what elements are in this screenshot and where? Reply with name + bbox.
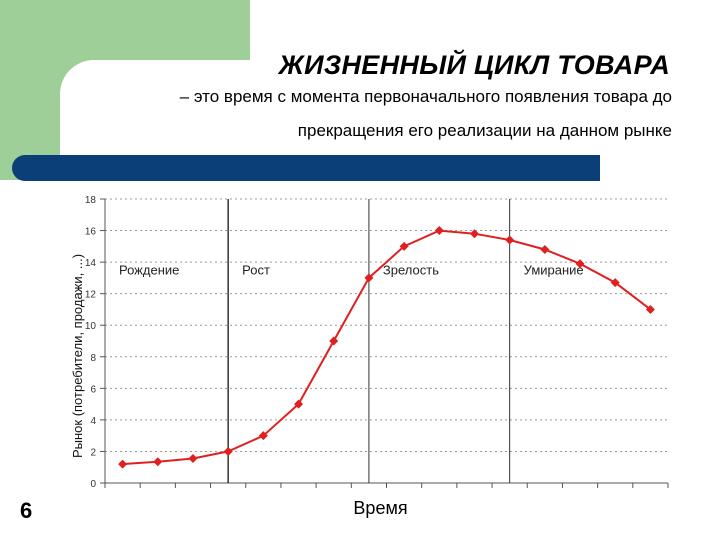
stage-label: Рост [242,263,270,278]
slide-subtitle-line1: – это время с момента первоначального по… [179,87,672,106]
data-point [153,457,163,467]
y-tick-label: 18 [85,195,97,206]
stage-label: Зрелость [383,263,439,278]
y-tick-label: 8 [90,353,96,364]
x-axis-label: Время [353,498,407,518]
data-point [540,244,550,254]
decor-blue-bar-body [60,155,600,181]
y-tick-label: 14 [85,258,97,269]
data-point [505,235,515,245]
data-point [645,304,655,314]
slide-number: 6 [20,498,33,523]
y-tick-label: 12 [85,290,97,301]
y-tick-label: 10 [85,321,97,332]
data-point [258,431,268,441]
series-line [122,229,652,466]
slide-subtitle-line2: прекращения его реализации на данном рын… [297,121,672,140]
data-point [188,454,198,464]
stage-label: Рождение [119,263,179,278]
y-tick-label: 2 [90,447,96,458]
data-point [364,273,374,283]
data-point [294,399,304,409]
data-point [434,226,444,236]
data-point [575,259,585,269]
slide-title: ЖИЗНЕННЫЙ ЦИКЛ ТОВАРА [278,50,670,80]
data-point [118,459,128,469]
data-point [399,241,409,251]
data-point [610,278,620,288]
stage-label: Умирание [524,263,584,278]
data-point [223,446,233,456]
y-tick-label: 6 [90,384,96,395]
y-tick-label: 16 [85,227,97,238]
y-tick-label: 4 [90,416,96,427]
y-tick-label: 0 [90,479,96,490]
data-point [329,336,339,346]
data-point [469,229,479,239]
y-axis-label: Рынок (потребители, продажи, ...) [70,254,85,458]
